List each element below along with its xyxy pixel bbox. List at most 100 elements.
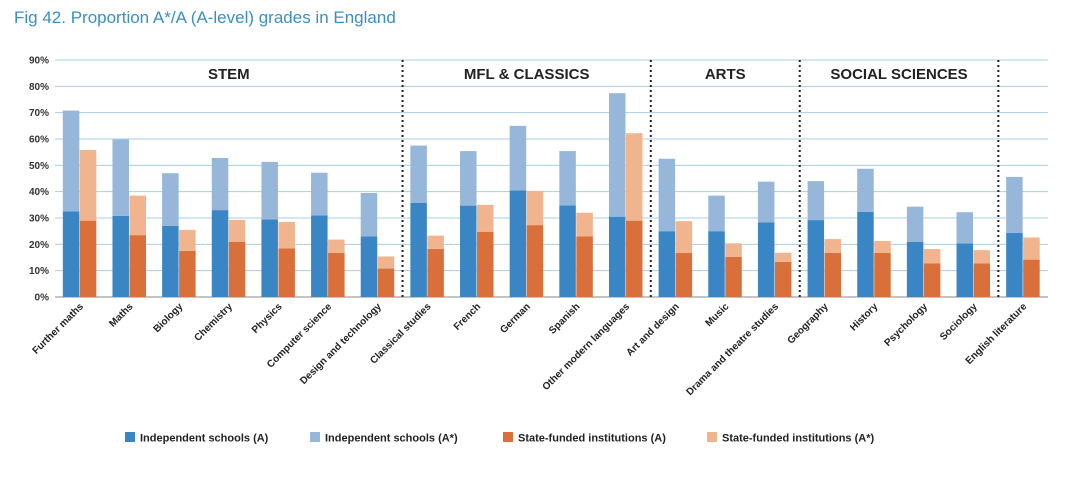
bar-segment — [774, 261, 792, 297]
category-label: Chemistry — [193, 301, 236, 344]
bar-segment — [112, 139, 129, 216]
chart-title: Fig 42. Proportion A*/A (A-level) grades… — [14, 8, 396, 27]
bar-segment — [757, 181, 775, 223]
category-label: Further maths — [31, 301, 87, 357]
bar-segment — [1006, 233, 1023, 297]
category-label: Geography — [786, 301, 831, 346]
bar-segment — [1023, 237, 1040, 260]
bar-segment — [228, 241, 246, 297]
y-axis-ticks: 0% 10% 20% 30% 40% 50% 60% 70% 80% 90% — [29, 56, 49, 304]
category-label: Psychology — [883, 301, 931, 349]
category-label: Sociology — [938, 301, 980, 343]
bar-segment — [956, 243, 974, 297]
bar-segment — [129, 235, 146, 297]
bar-segment — [377, 268, 395, 297]
legend-swatch — [503, 432, 513, 442]
bar-segment — [608, 216, 626, 297]
bar-segment — [460, 151, 477, 206]
bar-segment — [725, 256, 742, 297]
bar-segment — [261, 219, 278, 297]
grid-lines — [55, 59, 1048, 298]
bar-segment — [261, 161, 278, 220]
bar-segment — [278, 221, 295, 249]
bar-segment — [807, 181, 825, 221]
bar-segment — [824, 252, 842, 297]
legend-label: State-funded institutions (A*) — [722, 433, 874, 445]
category-label: Maths — [107, 301, 136, 330]
y-tick-label: 90% — [29, 56, 49, 67]
category-label: Other modern languages — [541, 301, 633, 393]
bar-segment — [526, 190, 544, 226]
bar-segment — [906, 241, 924, 297]
bar-segment — [559, 205, 576, 297]
category-label: German — [498, 301, 533, 336]
bar-segment — [112, 215, 129, 297]
bar-segment — [477, 204, 494, 232]
bar-segment — [675, 221, 693, 253]
bar-segment — [973, 263, 991, 297]
bar-segment — [377, 256, 395, 269]
group-label: STEM — [208, 66, 250, 83]
bar-segment — [625, 133, 643, 221]
y-tick-label: 40% — [29, 187, 49, 198]
bar-segment — [973, 250, 991, 264]
category-label: Biology — [152, 301, 186, 335]
bar-segment — [857, 211, 874, 297]
bar-segment — [708, 231, 725, 297]
bar-segment — [824, 239, 842, 253]
bar-segment — [608, 93, 626, 217]
bar-segment — [211, 157, 229, 211]
y-tick-label: 60% — [29, 135, 49, 146]
y-tick-label: 10% — [29, 266, 49, 277]
bar-segment — [576, 236, 593, 297]
legend-label: Independent schools (A) — [140, 433, 269, 445]
bar-segment — [576, 212, 593, 237]
bar-segment — [509, 190, 527, 297]
bar-segment — [774, 252, 792, 262]
bar-segment — [658, 231, 676, 297]
bar-segment — [162, 225, 179, 297]
bar-segment — [923, 263, 941, 297]
bar-segment — [328, 239, 345, 253]
bars — [62, 93, 1040, 297]
bar-segment — [477, 231, 494, 297]
category-label: Spanish — [547, 301, 582, 336]
y-tick-label: 80% — [29, 82, 49, 93]
bar-segment — [625, 220, 643, 297]
bar-segment — [1006, 176, 1023, 234]
bar-segment — [162, 173, 179, 226]
category-label: History — [848, 301, 880, 333]
bar-segment — [857, 168, 874, 212]
bar-segment — [874, 252, 891, 297]
bar-segment — [311, 215, 328, 297]
legend-swatch — [707, 432, 717, 442]
bar-segment — [1023, 259, 1040, 297]
bar-segment — [328, 252, 345, 297]
bar-segment — [708, 195, 725, 232]
bar-segment — [956, 212, 974, 244]
bar-segment — [410, 145, 427, 203]
y-tick-label: 0% — [35, 293, 50, 304]
bar-segment — [360, 192, 378, 237]
legend-swatch — [125, 432, 135, 442]
category-label: French — [452, 301, 483, 332]
bar-segment — [129, 195, 146, 236]
bar-segment — [658, 158, 676, 232]
bar-segment — [179, 229, 196, 251]
bar-segment — [675, 252, 693, 297]
bar-segment — [906, 206, 924, 242]
bar-segment — [526, 225, 544, 297]
bar-segment — [874, 240, 891, 253]
bar-segment — [509, 125, 527, 191]
group-labels: STEM MFL & CLASSICS ARTS SOCIAL SCIENCES — [208, 66, 968, 83]
group-label: MFL & CLASSICS — [464, 66, 590, 83]
category-label: Physics — [250, 301, 285, 336]
legend-swatch — [310, 432, 320, 442]
bar-segment — [725, 243, 742, 257]
legend: Independent schools (A) Independent schoo… — [125, 432, 874, 445]
y-tick-label: 20% — [29, 240, 49, 251]
y-tick-label: 50% — [29, 161, 49, 172]
bar-segment — [278, 248, 295, 297]
category-label: Music — [704, 301, 732, 329]
group-label: ARTS — [705, 66, 746, 83]
